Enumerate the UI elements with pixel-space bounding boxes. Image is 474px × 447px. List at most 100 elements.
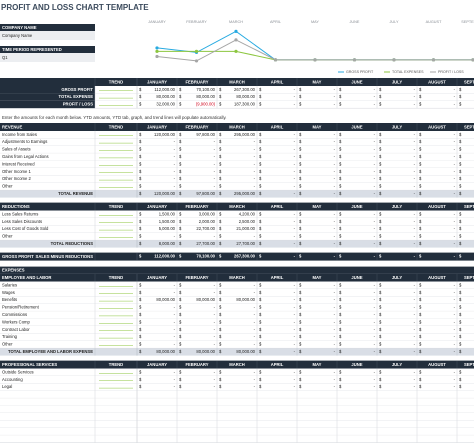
currency-sign: $ bbox=[339, 312, 342, 317]
chart-month: APRIL bbox=[270, 20, 281, 24]
month-header: FEBRUARY bbox=[185, 362, 208, 367]
chart-month: JULY bbox=[389, 20, 398, 24]
currency-sign: $ bbox=[219, 191, 222, 196]
currency-sign: $ bbox=[139, 87, 142, 92]
cell-value: - bbox=[414, 305, 416, 310]
cell-value: - bbox=[294, 176, 296, 181]
currency-sign: $ bbox=[459, 94, 462, 99]
cell-value: - bbox=[454, 139, 456, 144]
cell-value: - bbox=[414, 147, 416, 152]
cell-value: - bbox=[414, 297, 416, 302]
currency-sign: $ bbox=[419, 147, 422, 152]
currency-sign: $ bbox=[339, 94, 342, 99]
cell-value: 295,000.00 bbox=[234, 132, 256, 137]
cell-value: - bbox=[294, 369, 296, 374]
currency-sign: $ bbox=[259, 297, 262, 302]
header-row bbox=[0, 360, 474, 369]
cell-value: - bbox=[294, 211, 296, 216]
cell-value: - bbox=[294, 349, 296, 354]
currency-sign: $ bbox=[139, 94, 142, 99]
cell-value: - bbox=[414, 226, 416, 231]
currency-sign: $ bbox=[179, 254, 182, 259]
currency-sign: $ bbox=[459, 334, 462, 339]
month-header: SEPTEMBER bbox=[464, 204, 474, 209]
cell-value: - bbox=[374, 211, 376, 216]
currency-sign: $ bbox=[219, 132, 222, 137]
cell-value: - bbox=[294, 290, 296, 295]
row bbox=[95, 86, 474, 94]
cell-value: - bbox=[374, 154, 376, 159]
cell-value: - bbox=[214, 139, 216, 144]
cell-value: - bbox=[294, 305, 296, 310]
currency-sign: $ bbox=[459, 139, 462, 144]
currency-sign: $ bbox=[419, 102, 422, 107]
currency-sign: $ bbox=[259, 234, 262, 239]
cell-value: 80,000.00 bbox=[236, 94, 255, 99]
cell-value: - bbox=[334, 219, 336, 224]
currency-sign: $ bbox=[379, 161, 382, 166]
cell-value: 32,000.00 bbox=[156, 102, 175, 107]
row-label: Less Sales Returns bbox=[2, 211, 38, 216]
cell-value: - bbox=[254, 184, 256, 189]
blank-row bbox=[0, 398, 474, 406]
currency-sign: $ bbox=[339, 327, 342, 332]
trend-header: TREND bbox=[109, 124, 123, 129]
month-header: APRIL bbox=[271, 275, 284, 280]
cell-value: - bbox=[374, 319, 376, 324]
cell-value: - bbox=[414, 154, 416, 159]
currency-sign: $ bbox=[219, 282, 222, 287]
currency-sign: $ bbox=[299, 132, 302, 137]
blank-row bbox=[0, 390, 474, 399]
month-header: JUNE bbox=[351, 275, 362, 280]
cell-value: 27,700.00 bbox=[236, 241, 255, 246]
month-header: JUNE bbox=[351, 124, 362, 129]
currency-sign: $ bbox=[179, 297, 182, 302]
currency-sign: $ bbox=[299, 147, 302, 152]
cell-value: - bbox=[174, 139, 176, 144]
currency-sign: $ bbox=[299, 87, 302, 92]
trend-header: TREND bbox=[109, 275, 123, 280]
currency-sign: $ bbox=[379, 349, 382, 354]
currency-sign: $ bbox=[219, 305, 222, 310]
currency-sign: $ bbox=[339, 176, 342, 181]
cell-value: - bbox=[374, 327, 376, 332]
currency-sign: $ bbox=[459, 169, 462, 174]
currency-sign: $ bbox=[139, 219, 142, 224]
currency-sign: $ bbox=[139, 154, 142, 159]
row-label: Other bbox=[2, 234, 13, 239]
currency-sign: $ bbox=[299, 184, 302, 189]
row-label: Sales of Assets bbox=[2, 147, 31, 152]
cell-value: - bbox=[374, 334, 376, 339]
currency-sign: $ bbox=[139, 342, 142, 347]
cell-value: 187,300.00 bbox=[234, 102, 256, 107]
series-point bbox=[471, 58, 474, 62]
value-box bbox=[0, 31, 95, 40]
cell-value: 70,100.00 bbox=[196, 254, 215, 259]
cell-value: 3,000.00 bbox=[199, 211, 216, 216]
month-header: JUNE bbox=[351, 362, 362, 367]
header-row bbox=[0, 78, 474, 86]
currency-sign: $ bbox=[299, 176, 302, 181]
cell-value: - bbox=[414, 102, 416, 107]
cell-value: - bbox=[254, 305, 256, 310]
row-label: Income from Sales bbox=[2, 132, 37, 137]
currency-sign: $ bbox=[259, 254, 262, 259]
currency-sign: $ bbox=[299, 234, 302, 239]
month-header: JULY bbox=[392, 204, 403, 209]
currency-sign: $ bbox=[459, 319, 462, 324]
series-point bbox=[392, 58, 396, 62]
currency-sign: $ bbox=[139, 377, 142, 382]
currency-sign: $ bbox=[419, 139, 422, 144]
cell-value: - bbox=[334, 176, 336, 181]
currency-sign: $ bbox=[139, 234, 142, 239]
currency-sign: $ bbox=[139, 132, 142, 137]
currency-sign: $ bbox=[419, 305, 422, 310]
cell-value: - bbox=[334, 211, 336, 216]
cell-value: - bbox=[454, 241, 456, 246]
cell-value: - bbox=[454, 169, 456, 174]
cell-value: 267,300.00 bbox=[234, 254, 256, 259]
cell-value: - bbox=[414, 132, 416, 137]
row-label: Less Cost of Goods Sold bbox=[2, 226, 49, 231]
currency-sign: $ bbox=[339, 184, 342, 189]
